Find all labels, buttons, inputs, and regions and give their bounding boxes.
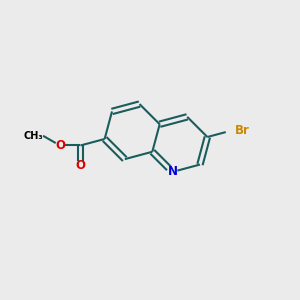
Text: O: O (75, 160, 85, 172)
Text: Br: Br (235, 124, 249, 137)
Text: CH₃: CH₃ (23, 131, 43, 141)
Text: N: N (167, 165, 178, 178)
Text: O: O (55, 139, 65, 152)
